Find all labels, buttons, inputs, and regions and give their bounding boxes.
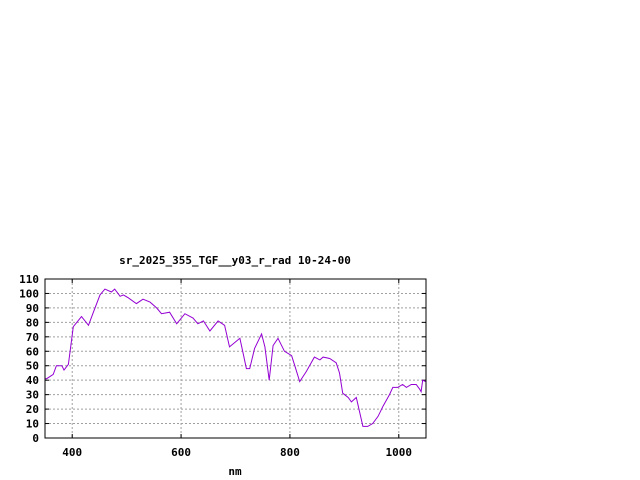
x-tick-label: 800	[280, 446, 300, 459]
y-tick-label: 70	[26, 331, 39, 344]
y-tick-label: 110	[19, 273, 39, 286]
y-tick-label: 100	[19, 287, 39, 300]
y-tick-label: 50	[26, 360, 39, 373]
y-tick-label: 10	[26, 418, 39, 431]
plot-frame	[44, 278, 427, 439]
y-tick-label: 20	[26, 403, 39, 416]
chart-title: sr_2025_355_TGF__y03_r_rad 10-24-00	[119, 254, 351, 267]
y-tick-label: 0	[32, 432, 39, 445]
x-axis-label: nm	[228, 465, 242, 478]
grid	[45, 279, 426, 438]
y-tick-label: 30	[26, 389, 39, 402]
y-tick-label: 40	[26, 374, 39, 387]
y-tick-label: 60	[26, 345, 39, 358]
x-tick-label: 400	[62, 446, 82, 459]
y-tick-label: 80	[26, 316, 39, 329]
x-tick-label: 600	[171, 446, 191, 459]
series-line	[45, 288, 426, 427]
x-tick-label: 1000	[386, 446, 413, 459]
y-tick-label: 90	[26, 302, 39, 315]
